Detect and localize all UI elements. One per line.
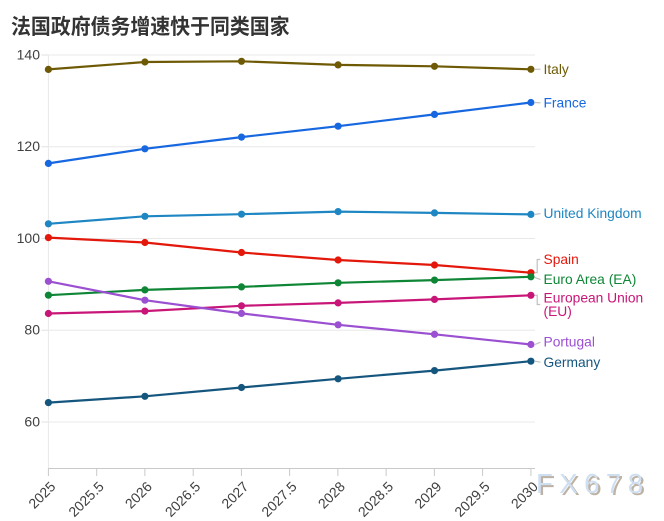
svg-text:France: France [544,96,587,111]
svg-text:(EU): (EU) [544,304,572,319]
svg-text:Italy: Italy [544,62,569,77]
svg-text:FX678: FX678 [536,468,650,499]
svg-text:Euro Area (EA): Euro Area (EA) [544,272,637,287]
svg-text:140: 140 [17,46,41,62]
svg-text:United Kingdom: United Kingdom [544,206,642,221]
svg-text:FX678: FX678 [538,470,652,501]
svg-text:120: 120 [17,138,41,154]
svg-text:80: 80 [24,322,40,338]
svg-text:Portugal: Portugal [544,335,595,350]
svg-text:European Union: European Union [544,290,644,305]
svg-text:Spain: Spain [544,252,579,267]
svg-text:60: 60 [24,413,40,429]
svg-text:100: 100 [17,230,41,246]
svg-text:Germany: Germany [544,355,601,370]
